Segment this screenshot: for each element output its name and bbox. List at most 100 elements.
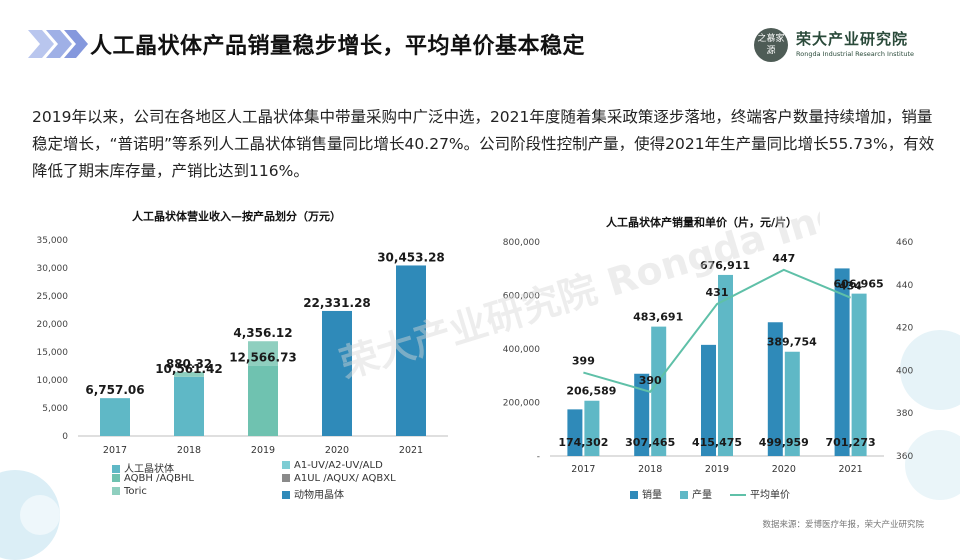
x-tick-label: 2019 [251,445,275,456]
y2-tick-label: 460 [896,238,913,248]
volume-price-chart: 800,000 600,000 400,000 200,000 - 460 440 420 40… [503,238,914,475]
data-label: 12,566.73 [229,351,297,365]
x-tick-label: 2019 [705,464,729,475]
bar-production [584,400,600,456]
legend-swatch [282,461,290,469]
production-label: 206,589 [566,385,616,398]
sales-label: 415,475 [692,436,742,449]
price-label: 431 [706,286,729,299]
y-tick-label: 600,000 [503,292,540,302]
legend-label: AQBH /AQBHL [124,473,194,484]
legend-label: 人工晶状体 [124,464,174,475]
y2-tick-label: 440 [896,281,913,291]
page-title: 人工晶状体产品销量稳步增长，平均单价基本稳定 [90,34,586,59]
legend-swatch [112,465,120,473]
y2-tick-label: 400 [896,366,913,376]
y-tick-label: 25,000 [37,292,69,302]
sales-label: 499,959 [759,436,809,449]
sales-label: 174,302 [558,436,608,449]
legend-label: 产量 [692,490,712,501]
production-label: 389,754 [767,336,817,349]
legend-swatch [282,474,290,482]
legend-item: A1-UV/A2-UV/ALD [282,460,383,471]
x-tick-label: 2020 [772,464,796,475]
revenue-by-product-chart: 35,000 30,000 25,000 20,000 15,000 10,000 5,00… [37,236,448,456]
legend-swatch [630,491,638,499]
y-tick-label: 10,000 [37,376,69,386]
data-label: 30,453.28 [377,250,445,264]
production-label: 676,911 [700,259,750,272]
legend-swatch [112,487,120,495]
y2-tick-label: 420 [896,324,913,334]
legend-item: 动物用晶体 [282,486,344,501]
logo-cn: 荣大产业研究院 [796,30,909,48]
price-label: 399 [572,355,595,368]
logo: 之慕家源 荣大产业研究院 Rongda Industrial Research … [752,26,948,66]
x-tick-label: 2021 [399,445,423,456]
bar-segment [174,371,204,377]
production-label: 606,965 [834,278,884,291]
sales-label: 701,273 [826,436,876,449]
legend-label: 平均单价 [750,490,790,501]
x-tick-label: 2020 [325,445,349,456]
legend-item: 销量 [630,486,662,501]
chevron-arrows-icon [28,30,88,58]
y-tick-label: 200,000 [503,399,540,409]
legend-swatch [112,474,120,482]
legend-label: 动物用晶体 [294,490,344,501]
price-label: 390 [639,374,662,387]
source-note: 数据来源：爱博医疗年报，荣大产业研究院 [762,520,924,530]
x-tick-label: 2018 [638,464,662,475]
bar-segment [322,310,352,436]
legend-label: A1-UV/A2-UV/ALD [294,460,383,471]
y-tick-label: - [537,452,540,462]
bar-production [651,326,667,456]
bar-sales [634,373,650,456]
y-tick-label: 0 [62,432,68,442]
x-tick-label: 2017 [571,464,595,475]
x-tick-label: 2017 [103,445,127,456]
chart2-title: 人工晶状体产销量和单价（片，元/片） [606,216,798,229]
data-label: 10,561.42 [155,362,223,376]
bar-segment [248,365,278,436]
x-tick-label: 2021 [839,464,863,475]
price-line [583,268,851,393]
bar-sales [767,322,783,456]
summary-paragraph: 2019年以来，公司在各地区人工晶状体集中带量采购中广泛中选，2021年度随着集… [32,108,935,180]
price-label: 447 [772,252,795,265]
y-tick-label: 400,000 [503,345,540,355]
y-tick-label: 5,000 [42,404,68,414]
chart2-legend: 销量 产量 平均单价 [630,486,870,501]
y-tick-label: 800,000 [503,238,540,248]
bar-segment [248,341,278,366]
chart1-title: 人工晶状体营业收入—按产品划分（万元） [132,210,341,223]
bar-segment [100,398,130,436]
chart1-legend: 人工晶状体 A1-UV/A2-UV/ALD AQBH /AQBHL A1UL /… [112,460,442,520]
x-tick-label: 2018 [177,445,201,456]
legend-line [730,494,746,496]
y-tick-label: 35,000 [37,236,69,246]
legend-label: A1UL /AQUX/ AQBXL [294,473,396,484]
y-tick-label: 20,000 [37,320,69,330]
header: 人工晶状体产品销量稳步增长，平均单价基本稳定 之慕家源 荣大产业研究院 Rong… [0,0,960,90]
data-label: 22,331.28 [303,296,371,310]
bar-segment [174,376,204,436]
legend-item: 产量 [680,486,712,501]
legend-item: AQBH /AQBHL [112,473,194,484]
bar-segment [396,265,426,436]
y2-tick-label: 380 [896,409,913,419]
bar-production [784,351,800,456]
bar-sales [567,409,583,456]
bar-sales [701,344,716,456]
legend-swatch [680,491,688,499]
y2-tick-label: 360 [896,452,913,462]
logo-en: Rongda Industrial Research Institute [796,50,915,58]
legend-item: 平均单价 [730,486,790,501]
bar-production [851,293,867,456]
y-tick-label: 30,000 [37,264,69,274]
price-label: 434 [839,280,862,293]
legend-label: 销量 [642,490,662,501]
legend-label: Toric [124,486,147,497]
data-label: 6,757.06 [85,383,144,397]
legend-item: A1UL /AQUX/ AQBXL [282,473,396,484]
